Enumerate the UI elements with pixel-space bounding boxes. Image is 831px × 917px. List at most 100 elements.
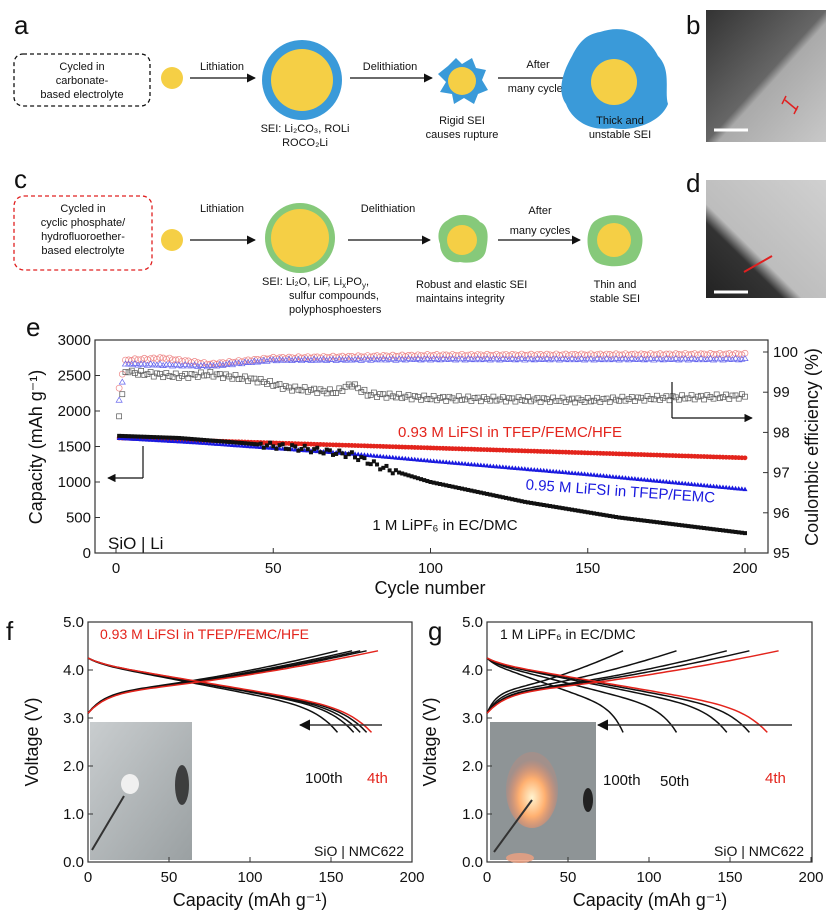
ce-point (282, 355, 290, 362)
ce-point (269, 356, 277, 363)
ce-point (719, 356, 727, 363)
ce-point (543, 350, 551, 358)
capacity-point (582, 471, 588, 476)
ce-point (732, 392, 739, 399)
ce-point (316, 356, 325, 363)
capacity-point (491, 493, 496, 498)
delithiated-core (448, 67, 476, 95)
capacity-point (529, 500, 534, 505)
capacity-point (154, 435, 159, 440)
ce-point (512, 398, 519, 405)
capacity-point (626, 475, 632, 481)
ce-point (577, 354, 586, 361)
capacity-point (509, 465, 515, 470)
capacity-point (714, 527, 719, 532)
ce-point (229, 375, 236, 382)
box-text: hydrofluoroether- (41, 231, 125, 243)
capacity-point (494, 493, 499, 498)
capacity-point (226, 442, 232, 447)
cell-annotation: SiO | NMC622 (314, 843, 404, 859)
series-label-lipf6: 1 M LiPF₆ in EC/DMC (372, 517, 517, 534)
ce-point (669, 351, 677, 359)
ce-point (404, 354, 413, 361)
capacity-point (145, 434, 150, 439)
capacity-point (242, 441, 247, 446)
ce-point (581, 351, 588, 359)
capacity-point (465, 461, 471, 466)
y-tick-label: 5.0 (462, 614, 483, 631)
ce-point (191, 361, 199, 368)
ce-point (707, 350, 714, 357)
ce-point (728, 356, 737, 363)
capacity-point (233, 440, 238, 445)
ce-point (722, 354, 730, 361)
ce-point (669, 393, 676, 400)
ce-point (448, 354, 457, 361)
capacity-point (676, 522, 681, 527)
y-tick-label: 2000 (58, 403, 91, 420)
capacity-point (440, 459, 446, 464)
ce-point (682, 395, 689, 402)
capacity-point (594, 472, 600, 478)
capacity-point (557, 505, 562, 510)
step-label: Lithiation (200, 203, 244, 215)
capacity-point (186, 436, 191, 441)
capacity-point (506, 464, 512, 470)
panel-label-c: c (14, 164, 27, 194)
ce-point (735, 395, 742, 402)
capacity-point (563, 469, 569, 475)
ce-point (223, 371, 229, 378)
capacity-point (437, 459, 443, 464)
capacity-point (160, 437, 166, 443)
capacity-point (714, 483, 720, 489)
capacity-point (563, 506, 568, 511)
capacity-point (157, 437, 163, 443)
ce-point (241, 358, 249, 365)
cycle-label-100th: 100th (305, 770, 343, 787)
capacity-point (601, 512, 606, 517)
panel-label-f: f (6, 616, 14, 646)
capacity-point (591, 472, 597, 477)
inset-photo-nonflammable (90, 722, 192, 860)
panel-c: c Cycled in cyclic phosphate/ hydrofluor… (13, 164, 643, 316)
capacity-point (736, 530, 741, 535)
capacity-point (217, 441, 223, 447)
capacity-point (689, 481, 695, 487)
capacity-point (204, 440, 210, 446)
ce-point (153, 361, 161, 368)
ce-point (580, 356, 589, 363)
ce-point (506, 395, 512, 401)
ce-point (462, 396, 468, 403)
capacity-point (707, 483, 713, 488)
ce-point (684, 356, 693, 363)
capacity-point (248, 443, 254, 449)
ce-point (641, 397, 648, 404)
capacity-point (673, 522, 678, 527)
capacity-point (629, 475, 635, 481)
ce-point (254, 356, 261, 363)
y2-tick-label: 100 (773, 344, 798, 361)
ce-point (225, 359, 233, 366)
capacity-point (296, 448, 301, 453)
ce-point (310, 355, 318, 362)
ce-point (688, 392, 695, 398)
capacity-point (607, 473, 613, 479)
capacity-point (475, 462, 481, 467)
sei-composition: SEI: Li₂O, LiF, LixPOy, (262, 276, 369, 290)
capacity-point (578, 471, 584, 476)
capacity-point (667, 479, 673, 484)
ce-point (559, 351, 566, 359)
cycle-label-4th: 4th (367, 770, 388, 787)
ce-point (685, 395, 692, 402)
capacity-point (425, 479, 430, 484)
ce-point (424, 351, 431, 358)
panel-label-a: a (14, 10, 29, 40)
capacity-point (245, 443, 251, 449)
ce-point (663, 393, 670, 400)
y-axis-label: Capacity (mAh g⁻¹) (26, 370, 46, 525)
capacity-point (613, 474, 619, 479)
capacity-point (679, 480, 685, 486)
sei-composition: sulfur compounds, (289, 290, 379, 302)
ce-point (581, 399, 588, 405)
ce-point (484, 396, 490, 402)
